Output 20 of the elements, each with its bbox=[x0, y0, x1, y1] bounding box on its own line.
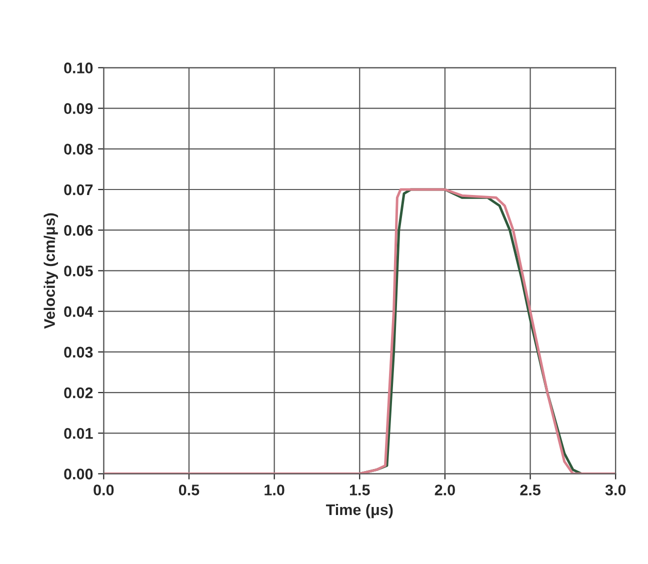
x-tick-label: 0.0 bbox=[94, 484, 114, 496]
y-tick-label: 0.09 bbox=[64, 103, 93, 114]
y-tick-label: 0.03 bbox=[64, 346, 93, 358]
y-tick-label: 0.04 bbox=[64, 306, 94, 318]
x-tick-label: 2.5 bbox=[520, 484, 540, 496]
x-tick-label: 1.5 bbox=[350, 484, 370, 496]
x-axis-title: Time (μs) bbox=[326, 504, 393, 518]
y-tick-label: 0.00 bbox=[64, 468, 93, 480]
y-tick-label: 0.08 bbox=[64, 144, 93, 155]
y-tick-label: 0.07 bbox=[64, 184, 93, 196]
x-tick-label: 1.0 bbox=[264, 484, 284, 496]
y-tick-label: 0.06 bbox=[64, 224, 93, 236]
x-tick-label: 3.0 bbox=[605, 484, 626, 496]
x-tick-label: 0.5 bbox=[178, 484, 200, 496]
y-tick-label: 0.02 bbox=[64, 387, 93, 398]
y-tick-label: 0.10 bbox=[64, 62, 93, 74]
y-tick-label: 0.05 bbox=[64, 266, 93, 276]
y-axis-title: Velocity (cm/μs) bbox=[44, 213, 58, 329]
y-tick-label: 0.01 bbox=[64, 428, 93, 439]
x-tick-label: 2.0 bbox=[434, 484, 455, 496]
